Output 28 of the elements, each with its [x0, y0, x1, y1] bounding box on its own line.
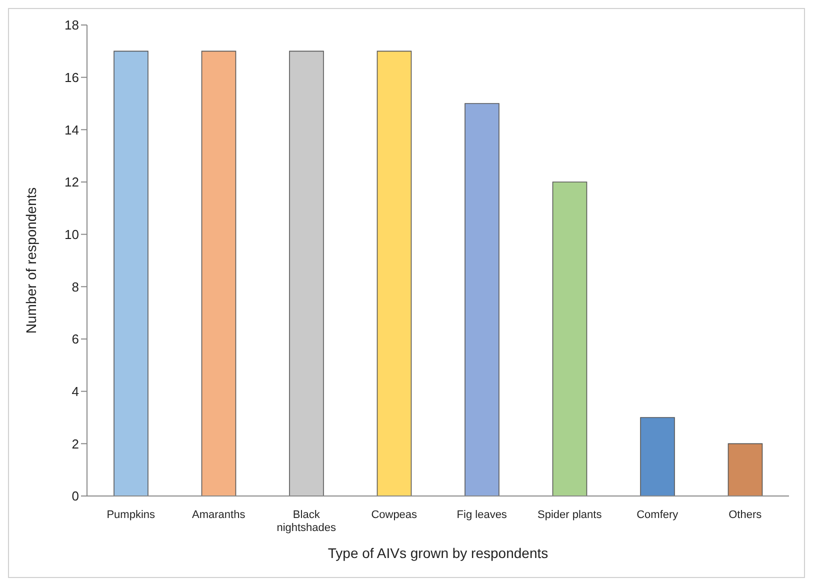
x-tick-label: Pumpkins — [106, 509, 156, 521]
x-tick-label: Comfery — [636, 509, 679, 521]
y-tick-label: 16 — [64, 70, 79, 85]
x-tick-label: Spider plants — [538, 509, 602, 521]
bar — [376, 50, 412, 496]
x-tick-label: Cowpeas — [371, 509, 418, 521]
y-tick-label: 10 — [64, 226, 79, 242]
y-tick-label: 18 — [64, 18, 79, 33]
x-tick-label: Black nightshades — [276, 509, 337, 534]
y-tick-label: 6 — [72, 332, 79, 347]
y-tick-label: 0 — [72, 488, 79, 504]
y-tick-label: 14 — [64, 122, 79, 138]
y-tick-label: 8 — [72, 279, 79, 294]
bar — [552, 182, 588, 496]
y-tick-label: 4 — [72, 384, 79, 399]
bar — [728, 443, 763, 496]
bar — [464, 103, 500, 496]
bar — [289, 50, 324, 496]
y-tick-label: 12 — [64, 174, 79, 190]
x-tick-label: Amaranths — [192, 509, 246, 521]
bar — [114, 50, 148, 496]
x-tick-label: Fig leaves — [456, 509, 508, 521]
bar — [640, 417, 675, 496]
x-tick-label: Others — [728, 509, 762, 521]
x-axis-title: Type of AIVs grown by respondents — [328, 545, 548, 561]
y-tick-label: 2 — [72, 436, 79, 452]
bar — [201, 50, 236, 496]
y-axis-title: Number of respondents — [22, 187, 39, 334]
